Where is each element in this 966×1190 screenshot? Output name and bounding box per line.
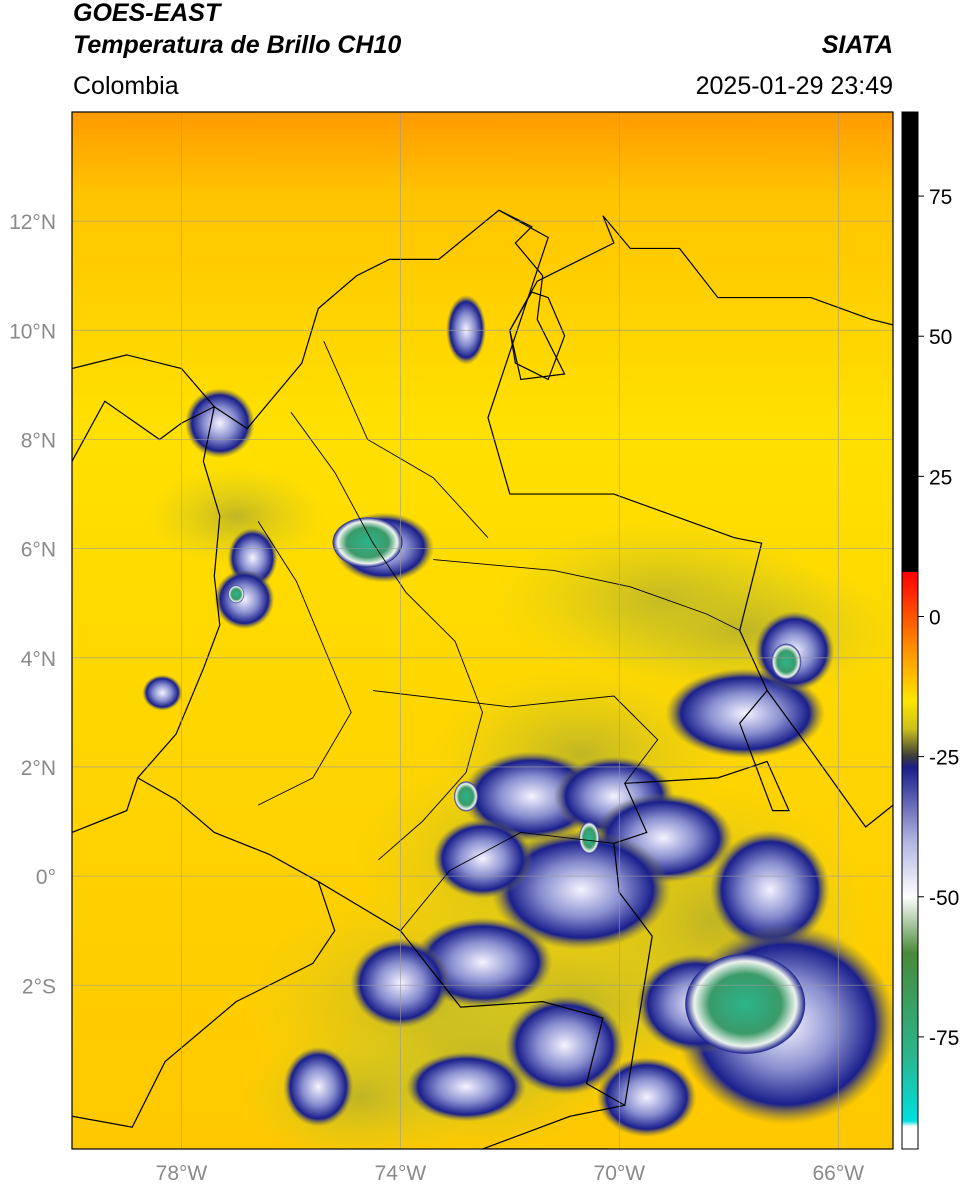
lat-tick-label: 0° bbox=[36, 866, 56, 889]
map-subtitle: Temperatura de Brillo CH10 bbox=[73, 31, 402, 59]
lat-tick-label: 4°N bbox=[21, 648, 56, 671]
cold-cloud-area bbox=[432, 818, 533, 899]
border-line bbox=[72, 354, 216, 462]
internal-border bbox=[433, 559, 740, 631]
border-line bbox=[72, 881, 336, 1128]
timestamp-label: 2025-01-29 23:49 bbox=[695, 72, 893, 100]
lat-tick-label: 8°N bbox=[21, 429, 56, 452]
colorbar-tick-label: -25 bbox=[929, 747, 959, 770]
cloud-layer bbox=[142, 294, 893, 1138]
convective-core bbox=[579, 821, 600, 854]
colorbar-tick-label: 75 bbox=[929, 186, 952, 209]
lat-tick-label: 12°N bbox=[9, 211, 56, 234]
border-line bbox=[137, 209, 790, 1107]
lon-tick-label: 66°W bbox=[812, 1162, 864, 1185]
cold-cloud-area bbox=[214, 569, 275, 630]
colorbar-scale bbox=[901, 111, 919, 1150]
colorbar-tick-label: 25 bbox=[929, 466, 952, 489]
internal-border bbox=[290, 411, 483, 861]
colorbar-tick-label: 50 bbox=[929, 326, 952, 349]
map-title: GOES-EAST bbox=[73, 0, 221, 27]
convective-core bbox=[685, 953, 806, 1054]
colorbar: 75 50 25 0 -25 -50 -75 bbox=[901, 111, 959, 1150]
haze-patch bbox=[146, 466, 327, 567]
cold-cloud-area bbox=[406, 1051, 527, 1122]
lat-tick-label: 6°N bbox=[21, 539, 56, 562]
internal-border bbox=[400, 831, 614, 931]
lon-tick-label: 70°W bbox=[594, 1162, 646, 1185]
region-label: Colombia bbox=[73, 72, 179, 100]
lat-tick-label: 2°S bbox=[22, 975, 56, 998]
internal-border bbox=[372, 690, 659, 784]
border-line bbox=[72, 406, 221, 833]
cold-cloud-area bbox=[446, 294, 487, 365]
lon-tick-label: 74°W bbox=[375, 1162, 427, 1185]
cold-cloud-area bbox=[596, 1057, 697, 1138]
colorbar-tick-label: 0 bbox=[929, 606, 941, 629]
longitude-ticks: 78°W 74°W 70°W 66°W bbox=[156, 1162, 865, 1185]
convective-core bbox=[771, 643, 802, 680]
lon-tick-label: 78°W bbox=[156, 1162, 208, 1185]
borders-layer bbox=[72, 209, 893, 1149]
cold-cloud-area bbox=[142, 674, 183, 711]
colorbar-tick-label: -75 bbox=[929, 1027, 959, 1050]
cold-cloud-area bbox=[491, 829, 672, 950]
cold-cloud-area bbox=[184, 388, 255, 459]
lat-tick-label: 2°N bbox=[21, 757, 56, 780]
cold-cloud-area bbox=[709, 829, 830, 950]
cold-cloud-area bbox=[665, 668, 826, 759]
convective-core bbox=[332, 517, 403, 568]
cold-cloud-area bbox=[504, 995, 625, 1096]
plot-frame bbox=[71, 111, 894, 1150]
gridlines bbox=[72, 112, 893, 1149]
internal-border bbox=[257, 521, 352, 806]
border-line bbox=[213, 209, 893, 430]
convective-core bbox=[228, 585, 245, 604]
lat-tick-label: 10°N bbox=[9, 320, 56, 343]
border-line bbox=[482, 1104, 625, 1149]
cold-cloud-area bbox=[283, 1046, 354, 1127]
organization-label: SIATA bbox=[821, 31, 893, 59]
colorbar-tick-label: -50 bbox=[929, 887, 959, 910]
latitude-ticks: 12°N 10°N 8°N 6°N 4°N 2°N 0° 2°S bbox=[9, 211, 56, 998]
colorbar-ticks: 75 50 25 0 -25 -50 -75 bbox=[918, 186, 959, 1050]
convective-core bbox=[454, 781, 479, 812]
map-plot-area bbox=[72, 112, 893, 1149]
